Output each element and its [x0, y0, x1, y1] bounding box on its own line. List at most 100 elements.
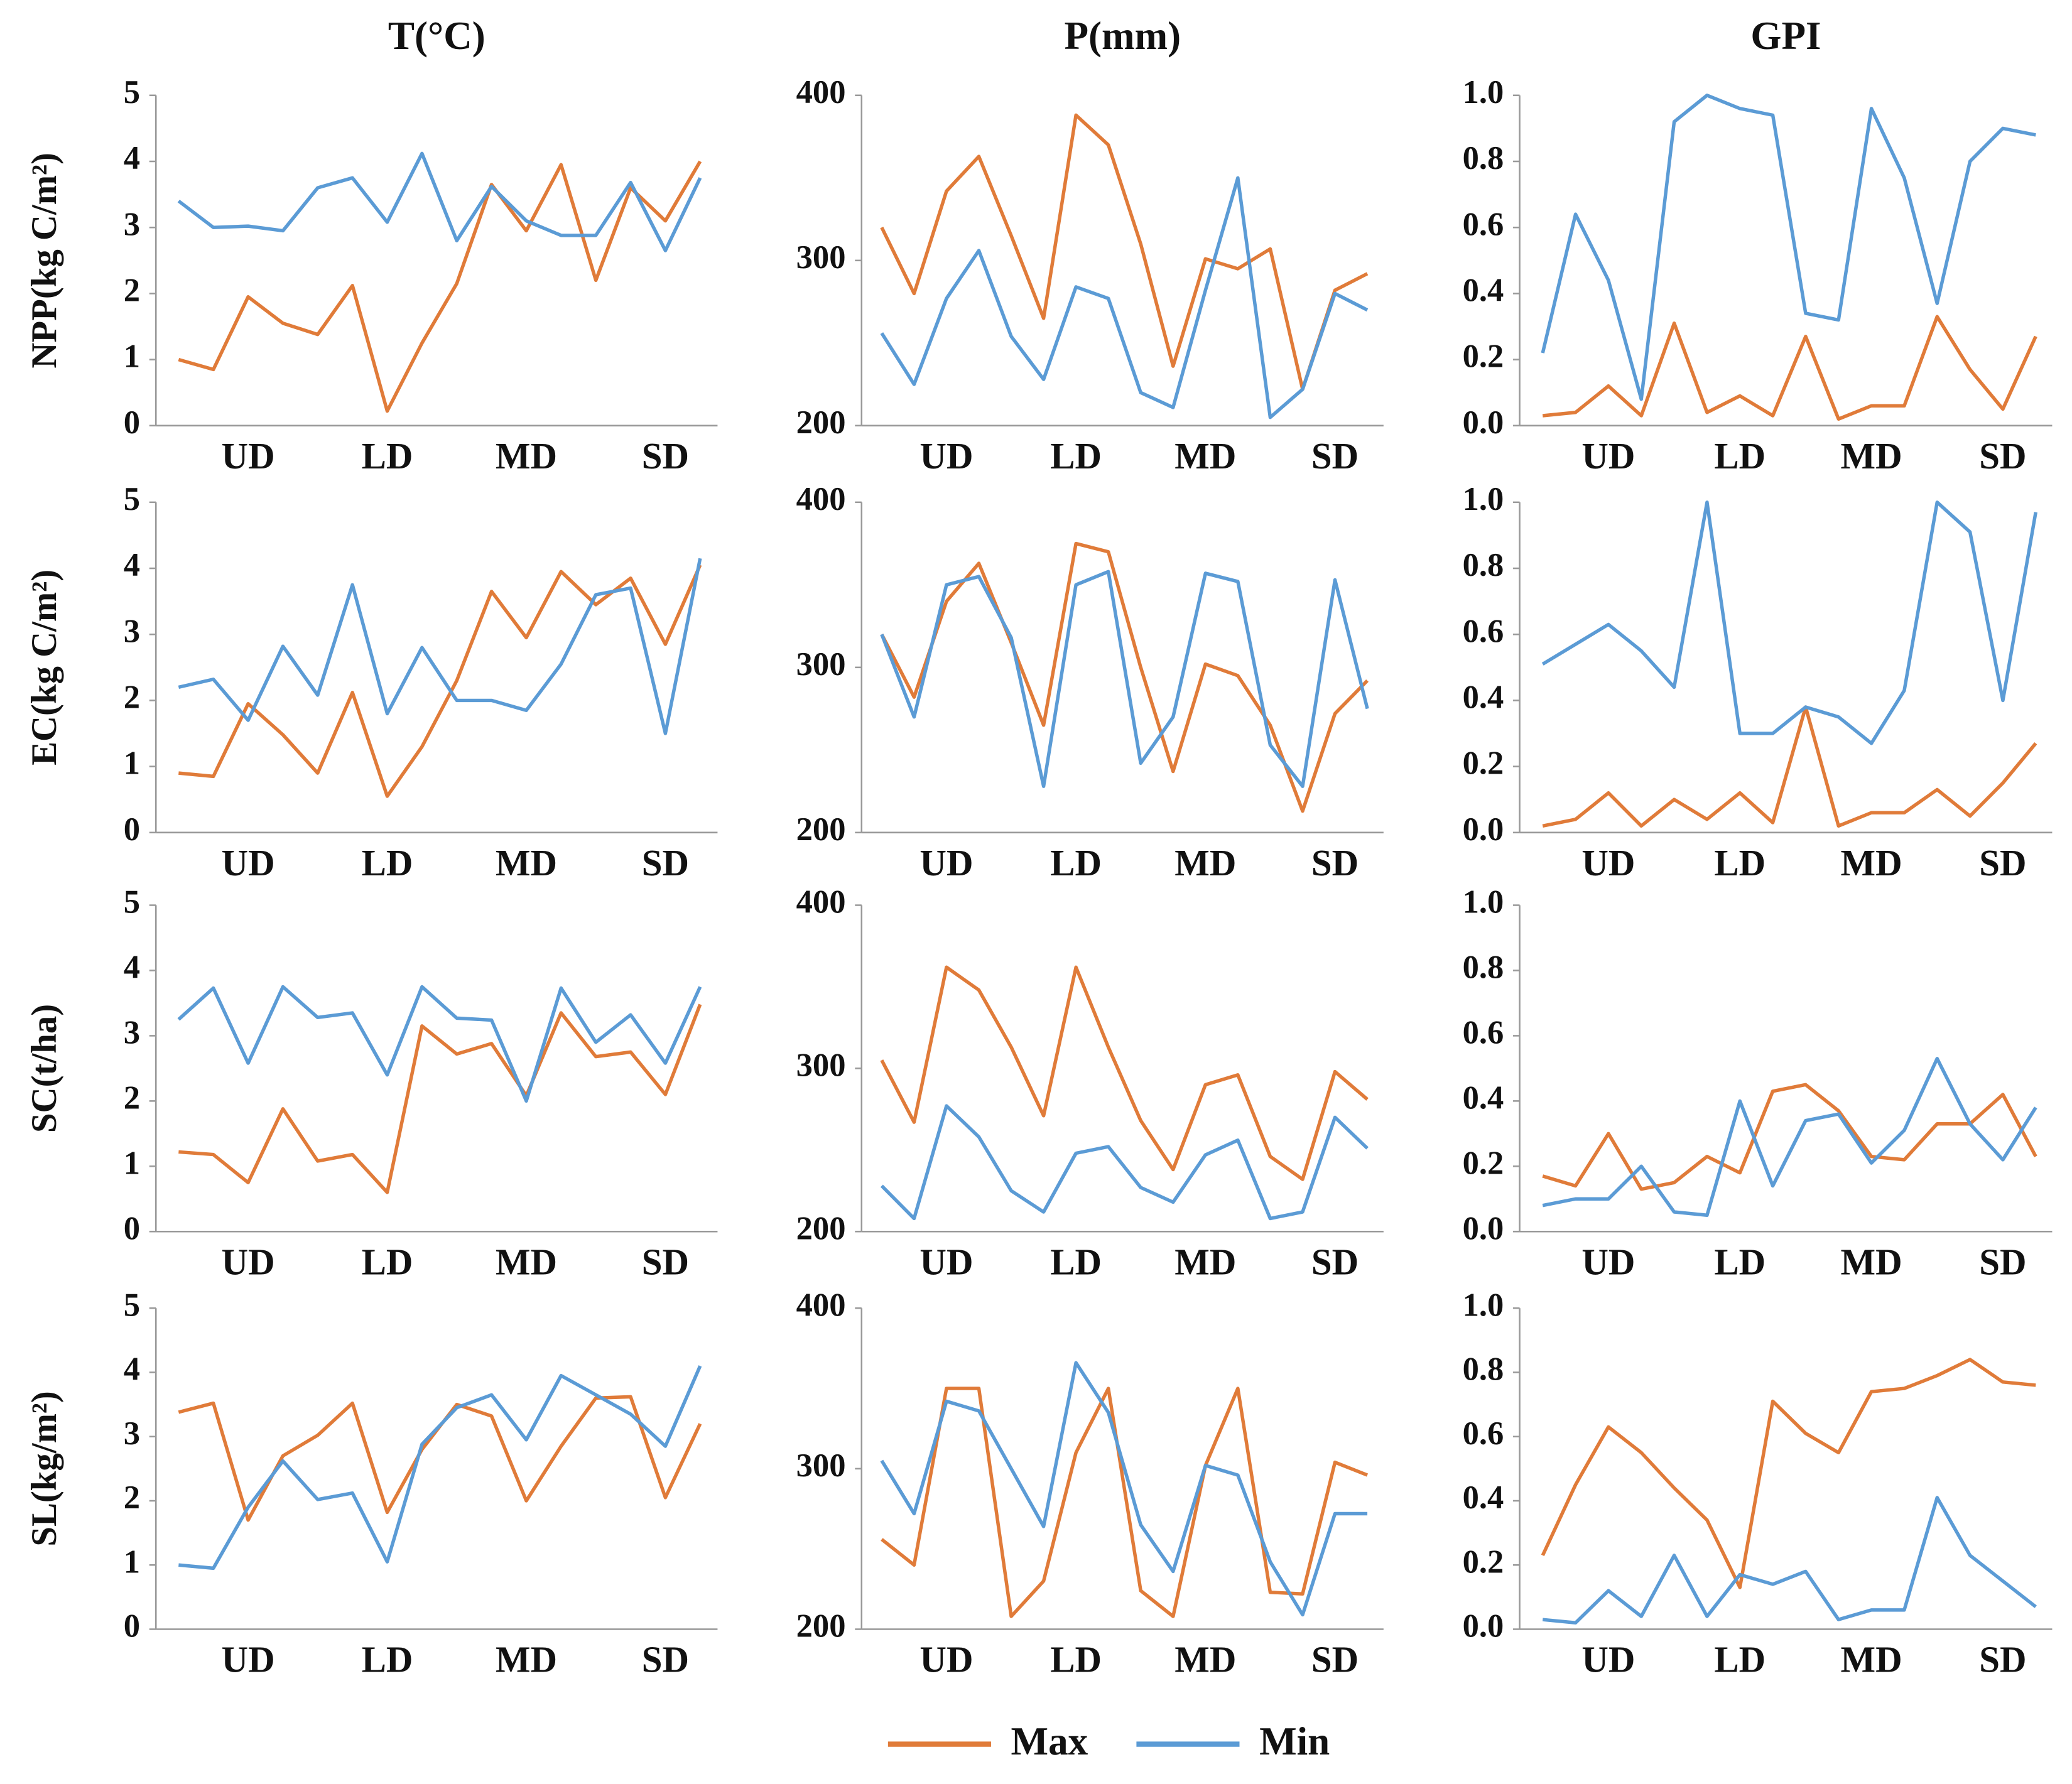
x-tick-label: LD	[1050, 1241, 1102, 1282]
x-tick-label: MD	[496, 1241, 557, 1282]
x-tick-label: LD	[1714, 1241, 1766, 1282]
y-tick-label: 0.0	[1463, 1210, 1504, 1246]
y-tick-label: 5	[124, 1287, 140, 1323]
y-tick-label: 4	[124, 140, 140, 176]
column-title: T(°C)	[388, 14, 485, 58]
x-tick-label: SD	[1979, 436, 2026, 477]
y-tick-label: 2	[124, 1479, 140, 1516]
y-tick-label: 0	[124, 1608, 140, 1645]
y-tick-label: 400	[796, 481, 846, 517]
y-tick-label: 4	[124, 1351, 140, 1388]
x-tick-label: MD	[1174, 1241, 1236, 1282]
x-tick-label: MD	[1841, 1640, 1902, 1680]
y-tick-label: 0	[124, 811, 140, 848]
y-tick-label: 4	[124, 949, 140, 986]
y-tick-label: 2	[124, 272, 140, 308]
y-tick-label: 1.0	[1463, 481, 1504, 517]
y-tick-label: 0.2	[1463, 338, 1504, 375]
y-tick-label: 0.8	[1463, 140, 1504, 176]
y-tick-label: 0	[124, 1210, 140, 1246]
y-tick-label: 5	[124, 481, 140, 517]
y-tick-label: 300	[796, 239, 846, 276]
data-line	[178, 1365, 702, 1570]
y-tick-label: 1.0	[1463, 1287, 1504, 1323]
data-line	[178, 1003, 702, 1194]
x-tick-label: UD	[1581, 436, 1635, 477]
data-line	[178, 564, 702, 798]
data-line	[880, 176, 1369, 419]
data-line	[1542, 705, 2037, 828]
x-tick-label: SD	[642, 1241, 689, 1282]
row-label: NPP(kg C/m²)	[24, 153, 64, 369]
data-line	[1542, 315, 2037, 421]
x-tick-label: SD	[1311, 1241, 1359, 1282]
y-tick-label: 200	[796, 811, 846, 848]
x-tick-label: MD	[1841, 1241, 1902, 1282]
y-tick-label: 300	[796, 1047, 846, 1083]
x-tick-label: SD	[1979, 843, 2026, 884]
x-tick-label: MD	[1841, 843, 1902, 884]
data-line	[1542, 1083, 2037, 1191]
x-tick-label: UD	[919, 1241, 973, 1282]
y-tick-label: 5	[124, 884, 140, 921]
column-title: GPI	[1750, 14, 1821, 58]
y-tick-label: 1	[124, 1145, 140, 1181]
x-tick-label: LD	[1050, 1640, 1102, 1680]
x-tick-label: UD	[1581, 1640, 1635, 1680]
y-tick-label: 0.8	[1463, 1351, 1504, 1388]
y-tick-label: 0.2	[1463, 1543, 1504, 1580]
y-tick-label: 1	[124, 1543, 140, 1580]
data-line	[880, 965, 1369, 1181]
y-tick-label: 0.6	[1463, 1415, 1504, 1452]
x-tick-label: UD	[919, 1640, 973, 1680]
x-tick-label: LD	[1714, 436, 1766, 477]
y-tick-label: 300	[796, 646, 846, 683]
x-tick-label: MD	[496, 843, 557, 884]
y-tick-label: 200	[796, 1608, 846, 1645]
y-tick-label: 0.2	[1463, 1145, 1504, 1181]
data-line	[880, 113, 1369, 391]
y-tick-label: 0.8	[1463, 949, 1504, 986]
y-tick-label: 1	[124, 338, 140, 375]
x-tick-label: LD	[1050, 436, 1102, 477]
data-line	[177, 985, 702, 1103]
x-tick-label: MD	[496, 1640, 557, 1680]
y-tick-label: 300	[796, 1447, 846, 1484]
x-tick-label: SD	[642, 1640, 689, 1680]
x-tick-label: UD	[222, 1640, 275, 1680]
x-tick-label: MD	[1174, 1640, 1236, 1680]
y-tick-label: 0.8	[1463, 547, 1504, 583]
data-line	[1541, 1358, 2036, 1589]
y-tick-label: 3	[124, 1014, 140, 1051]
y-tick-label: 0.0	[1463, 404, 1504, 441]
x-tick-label: LD	[362, 843, 413, 884]
x-tick-label: SD	[1979, 1241, 2026, 1282]
y-tick-label: 2	[124, 679, 140, 715]
row-label: SC(t/ha)	[24, 1004, 64, 1133]
x-tick-label: UD	[919, 843, 973, 884]
x-tick-label: MD	[1174, 843, 1236, 884]
legend-label: Min	[1259, 1719, 1330, 1763]
y-tick-label: 0.2	[1463, 745, 1504, 782]
y-tick-label: 0.6	[1463, 206, 1504, 242]
x-tick-label: UD	[1581, 843, 1635, 884]
data-line	[177, 151, 702, 252]
x-tick-label: MD	[496, 436, 557, 477]
row-label: SL(kg/m²)	[24, 1391, 64, 1546]
y-tick-label: 0.0	[1463, 1608, 1504, 1645]
y-tick-label: 0.4	[1463, 1079, 1504, 1116]
data-line	[880, 1361, 1368, 1617]
data-line	[1542, 1057, 2037, 1217]
y-tick-label: 0.6	[1463, 613, 1504, 649]
y-tick-label: 2	[124, 1079, 140, 1116]
data-line	[178, 558, 702, 735]
y-tick-label: 400	[796, 1287, 846, 1323]
x-tick-label: SD	[1311, 1640, 1359, 1680]
y-tick-label: 3	[124, 613, 140, 649]
x-tick-label: UD	[1581, 1241, 1635, 1282]
column-title: P(mm)	[1064, 14, 1181, 58]
x-tick-label: LD	[1714, 843, 1766, 884]
y-tick-label: 1.0	[1463, 884, 1504, 921]
x-tick-label: UD	[222, 843, 275, 884]
